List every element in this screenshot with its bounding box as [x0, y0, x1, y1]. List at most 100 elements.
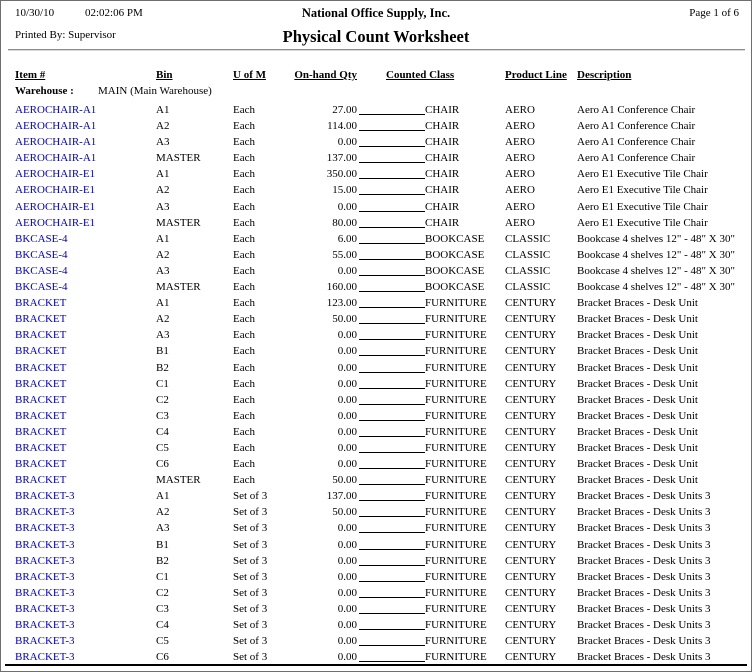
class-cell: CHAIR [425, 120, 460, 133]
uom-cell: Each [233, 297, 255, 310]
header-separator [8, 49, 745, 51]
item-link[interactable]: BRACKET-3 [15, 619, 75, 631]
item-link[interactable]: BKCASE-4 [15, 264, 68, 277]
onhand-qty-cell: 0.00 [337, 345, 357, 358]
description-cell: Bookcase 4 shelves 12" - 48" X 30" [577, 281, 735, 294]
description-cell: Aero A1 Conference Chair [577, 136, 696, 149]
item-link[interactable]: BRACKET [15, 345, 67, 358]
counted-blank-line [359, 586, 425, 598]
item-link[interactable]: BRACKET [15, 313, 67, 326]
item-link[interactable]: BRACKET-3 [15, 586, 75, 599]
bin-cell: B1 [156, 345, 169, 358]
class-cell: CHAIR [425, 136, 460, 149]
bin-cell: C2 [156, 586, 169, 599]
item-link[interactable]: BRACKET [15, 474, 67, 487]
table-row: BRACKET A2 Each 50.00 FURNITURE CENTURY … [1, 311, 751, 327]
table-row: BRACKET-3 B2 Set of 3 0.00 FURNITURE CEN… [1, 553, 751, 569]
bin-cell: A1 [156, 104, 170, 116]
item-link[interactable]: BRACKET [15, 441, 67, 454]
onhand-qty-cell: 0.00 [337, 619, 357, 631]
bin-cell: C5 [156, 441, 169, 454]
counted-blank-line [359, 602, 425, 614]
item-link[interactable]: BRACKET [15, 297, 67, 310]
class-cell: BOOKCASE [425, 264, 485, 277]
description-cell: Bracket Braces - Desk Units 3 [577, 586, 711, 599]
onhand-qty-cell: 350.00 [326, 168, 357, 181]
item-link[interactable]: AEROCHAIR-A1 [15, 120, 97, 133]
item-link[interactable]: BRACKET [15, 329, 67, 342]
uom-cell: Set of 3 [233, 538, 268, 551]
item-link[interactable]: AEROCHAIR-A1 [15, 152, 97, 165]
bin-cell: A2 [156, 184, 170, 197]
item-link[interactable]: BRACKET [15, 377, 67, 390]
bin-cell: B2 [156, 554, 169, 567]
item-link[interactable]: AEROCHAIR-E1 [15, 200, 96, 213]
description-cell: Bracket Braces - Desk Units 3 [577, 506, 711, 519]
column-header-onhand-qty: On-hand Qty [294, 69, 357, 81]
item-link[interactable]: AEROCHAIR-E1 [15, 168, 96, 181]
item-link[interactable]: BRACKET-3 [15, 506, 75, 519]
item-link[interactable]: BKCASE-4 [15, 281, 68, 294]
description-cell: Bracket Braces - Desk Unit [577, 441, 698, 454]
item-link[interactable]: BRACKET-3 [15, 602, 75, 615]
item-link[interactable]: BRACKET-3 [15, 490, 75, 503]
uom-cell: Each [233, 152, 255, 165]
product-line-cell: AERO [505, 168, 535, 181]
counted-blank-line [359, 409, 425, 421]
item-link[interactable]: BRACKET-3 [15, 538, 75, 551]
onhand-qty-cell: 15.00 [332, 184, 357, 197]
bin-cell: C3 [156, 602, 169, 615]
item-link[interactable]: BKCASE-4 [15, 248, 68, 261]
table-row: AEROCHAIR-A1 A3 Each 0.00 CHAIR AERO Aer… [1, 134, 751, 150]
class-cell: FURNITURE [425, 409, 487, 422]
item-link[interactable]: BRACKET [15, 458, 67, 471]
product-line-cell: CLASSIC [505, 264, 551, 277]
bin-cell: MASTER [156, 216, 201, 229]
item-link[interactable]: BRACKET [15, 425, 67, 438]
product-line-cell: CENTURY [505, 506, 557, 519]
item-link[interactable]: BRACKET-3 [15, 570, 75, 583]
table-row: BRACKET MASTER Each 50.00 FURNITURE CENT… [1, 472, 751, 488]
bin-cell: A3 [156, 522, 170, 535]
item-link[interactable]: BRACKET-3 [15, 651, 75, 664]
class-cell: FURNITURE [425, 506, 487, 519]
bin-cell: A1 [156, 297, 170, 310]
item-link[interactable]: BRACKET-3 [15, 522, 75, 535]
item-link[interactable]: BRACKET [15, 409, 67, 422]
onhand-qty-cell: 160.00 [326, 281, 357, 294]
product-line-cell: CENTURY [505, 329, 557, 342]
class-cell: CHAIR [425, 152, 460, 165]
column-header-description: Description [577, 69, 632, 81]
class-cell: FURNITURE [425, 377, 487, 390]
description-cell: Bookcase 4 shelves 12" - 48" X 30" [577, 248, 735, 261]
class-cell: FURNITURE [425, 522, 487, 535]
table-row: BRACKET-3 C1 Set of 3 0.00 FURNITURE CEN… [1, 569, 751, 585]
item-link[interactable]: BKCASE-4 [15, 232, 68, 245]
item-link[interactable]: AEROCHAIR-A1 [15, 104, 97, 116]
item-link[interactable]: BRACKET [15, 361, 67, 374]
onhand-qty-cell: 0.00 [337, 522, 357, 535]
counted-blank-line [359, 280, 425, 293]
item-link[interactable]: AEROCHAIR-E1 [15, 184, 96, 197]
product-line-cell: CENTURY [505, 538, 557, 551]
counted-blank-line [359, 200, 425, 212]
column-header-product-line: Product Line [505, 69, 567, 81]
item-link[interactable]: AEROCHAIR-E1 [15, 216, 96, 229]
table-row: BRACKET-3 A2 Set of 3 50.00 FURNITURE CE… [1, 504, 751, 520]
description-cell: Bracket Braces - Desk Units 3 [577, 619, 711, 631]
description-cell: Bracket Braces - Desk Units 3 [577, 635, 711, 648]
description-cell: Bracket Braces - Desk Unit [577, 329, 698, 342]
product-line-cell: CENTURY [505, 361, 557, 374]
uom-cell: Set of 3 [233, 619, 268, 631]
item-link[interactable]: AEROCHAIR-A1 [15, 136, 97, 149]
description-cell: Bracket Braces - Desk Unit [577, 474, 698, 487]
item-link[interactable]: BRACKET-3 [15, 635, 75, 648]
counted-blank-line [359, 183, 425, 196]
item-link[interactable]: BRACKET-3 [15, 554, 75, 567]
class-cell: FURNITURE [425, 458, 487, 471]
item-link[interactable]: BRACKET [15, 393, 67, 406]
table-row: BRACKET C5 Each 0.00 FURNITURE CENTURY B… [1, 440, 751, 456]
product-line-cell: CENTURY [505, 441, 557, 454]
warehouse-row: Warehouse : MAIN (Main Warehouse) [1, 85, 751, 101]
table-row: BRACKET B1 Each 0.00 FURNITURE CENTURY B… [1, 343, 751, 359]
